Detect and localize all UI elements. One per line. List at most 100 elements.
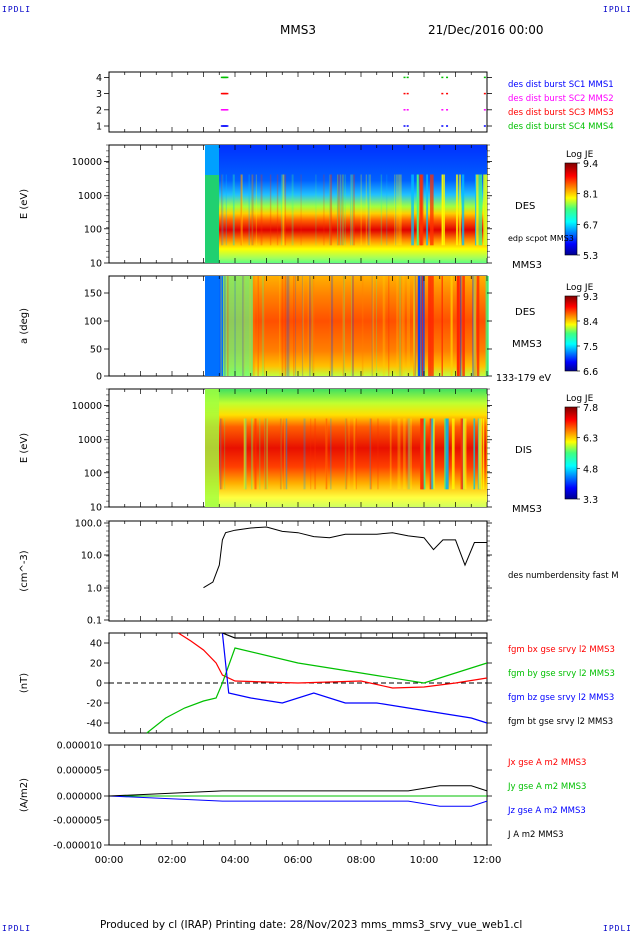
spectrogram-stripe <box>394 174 396 246</box>
y-tick-label: 10 <box>90 503 102 514</box>
spectrogram-stripe <box>254 418 256 490</box>
des-pitch-sub: 133-179 eV <box>496 373 552 384</box>
colorbar-tick-label: 9.3 <box>583 292 598 303</box>
spectrogram-stripe <box>284 276 286 376</box>
spectrogram-stripe <box>352 276 354 376</box>
y-tick-label: 50 <box>90 345 102 356</box>
spectrogram-stripe <box>261 276 265 376</box>
corner-label-top-left: IPDLI <box>2 5 32 14</box>
time-tick-label: 04:00 <box>221 855 250 866</box>
corner-label-bottom-left: IPDLI <box>2 924 32 933</box>
colorbar-tick-label: 8.4 <box>583 317 598 328</box>
spectrogram-stripe <box>243 418 246 490</box>
spectrogram-stripe <box>344 418 347 490</box>
spectrogram-stripe <box>252 276 254 376</box>
spectrogram-stripe <box>343 276 345 376</box>
spectrogram-stripe <box>295 276 297 376</box>
spectrogram-stripe <box>430 418 434 490</box>
spectrogram-stripe <box>309 276 311 376</box>
spectrogram-stripe <box>303 418 306 490</box>
colorbar-tick-label: 3.3 <box>583 495 598 506</box>
spectrogram-stripe <box>465 418 467 490</box>
spectrogram-stripe <box>281 276 284 376</box>
current-panel-frame <box>108 744 488 846</box>
spectrogram-stripe <box>369 174 371 246</box>
bfield-line <box>221 632 488 724</box>
spectrogram-stripes <box>219 174 489 490</box>
spectrogram-stripe <box>406 276 410 376</box>
spectrogram-stripe <box>253 276 256 376</box>
spectrogram-stripe <box>337 174 339 246</box>
spectrogram-stripe <box>369 418 371 490</box>
spectrogram-stripe <box>234 276 236 376</box>
spectrogram-stripe <box>476 174 479 246</box>
spectrogram-stripe <box>244 418 246 490</box>
spectrogram-stripe <box>314 418 317 490</box>
spectrogram-stripe <box>426 174 429 246</box>
des-energy-ylabel: E (eV) <box>19 189 30 219</box>
spectrogram-stripe <box>244 418 247 490</box>
spectrogram-stripe <box>455 174 459 246</box>
spectrogram-stripe <box>282 174 285 246</box>
y-tick-label: 40 <box>90 639 102 650</box>
y-tick-label: -0.000005 <box>53 816 102 827</box>
spectrogram-stripe <box>220 418 223 490</box>
current-legend-label: Jy gse A m2 MMS3 <box>507 782 586 792</box>
corner-label-bottom-right: IPDLI <box>603 924 630 933</box>
spectrogram-stripe <box>221 174 223 246</box>
spectrogram-stripe <box>428 276 431 376</box>
spectrogram-stripe <box>341 174 344 246</box>
dis-energy-label: DIS <box>515 445 532 456</box>
spectrogram-stripe <box>476 276 480 376</box>
bfield-legend-label: fgm by gse srvy l2 MMS3 <box>508 669 615 679</box>
bfield-line <box>146 647 488 734</box>
bfield-legend-label: fgm bz gse srvy l2 MMS3 <box>508 693 614 703</box>
spectrogram-stripe <box>264 418 266 490</box>
spectrogram-stripe <box>342 276 345 376</box>
spectrogram-stripe <box>257 276 259 376</box>
spectrogram-stripe <box>478 174 483 246</box>
spectrogram-stripe <box>252 418 254 490</box>
spectrogram-stripe <box>413 276 416 376</box>
spectrogram-stripe <box>279 276 281 376</box>
spectrogram-stripe <box>220 418 222 490</box>
des-energy-label: DES <box>515 201 535 212</box>
y-tick-label: 1 <box>96 122 102 133</box>
spectrogram-stripe <box>302 276 304 376</box>
spectrogram-stripe <box>249 276 251 376</box>
time-tick-label: 02:00 <box>158 855 187 866</box>
dis-energy-sc: MMS3 <box>512 504 542 515</box>
spectrogram-stripe <box>259 418 261 490</box>
y-tick-label: 1.0 <box>87 584 102 595</box>
spectrogram-stripe <box>485 276 489 376</box>
spectrogram-stripe <box>255 174 257 246</box>
spectrogram-stripe <box>284 174 287 246</box>
des-energy-sub: edp scpot MMS3 <box>508 234 574 243</box>
colorbar-tick-label: 9.4 <box>583 159 598 170</box>
current-ylabel: (A/m2) <box>19 778 30 812</box>
spectrogram-stripe <box>429 418 432 490</box>
spectrogram-stripe <box>280 418 282 490</box>
spectrogram-stripe <box>339 174 342 246</box>
spectrogram-stripe <box>243 276 245 376</box>
current-line <box>108 795 488 807</box>
y-tick-label: 3 <box>96 89 102 100</box>
spectrogram-stripe <box>398 276 403 376</box>
density-panel-frame <box>108 520 488 622</box>
density-label: des numberdensity fast M <box>508 571 619 581</box>
y-tick-label: 0 <box>96 372 102 383</box>
time-tick-label: 08:00 <box>347 855 376 866</box>
y-tick-label: 1000 <box>78 435 102 446</box>
spectrogram-stripe <box>386 174 388 246</box>
spectrogram-stripe <box>280 174 283 246</box>
spectrogram-stripe <box>315 174 317 246</box>
y-tick-label: 0 <box>96 679 102 690</box>
spectrogram-stripe <box>291 174 294 246</box>
bfield-line <box>222 632 487 639</box>
spectrogram-stripe <box>433 418 435 490</box>
spectrogram-stripe <box>445 418 449 490</box>
spectrogram-stripe <box>312 276 315 376</box>
colorbar-tick-label: 8.1 <box>583 190 598 201</box>
date-title: 21/Dec/2016 00:00 <box>428 23 544 37</box>
